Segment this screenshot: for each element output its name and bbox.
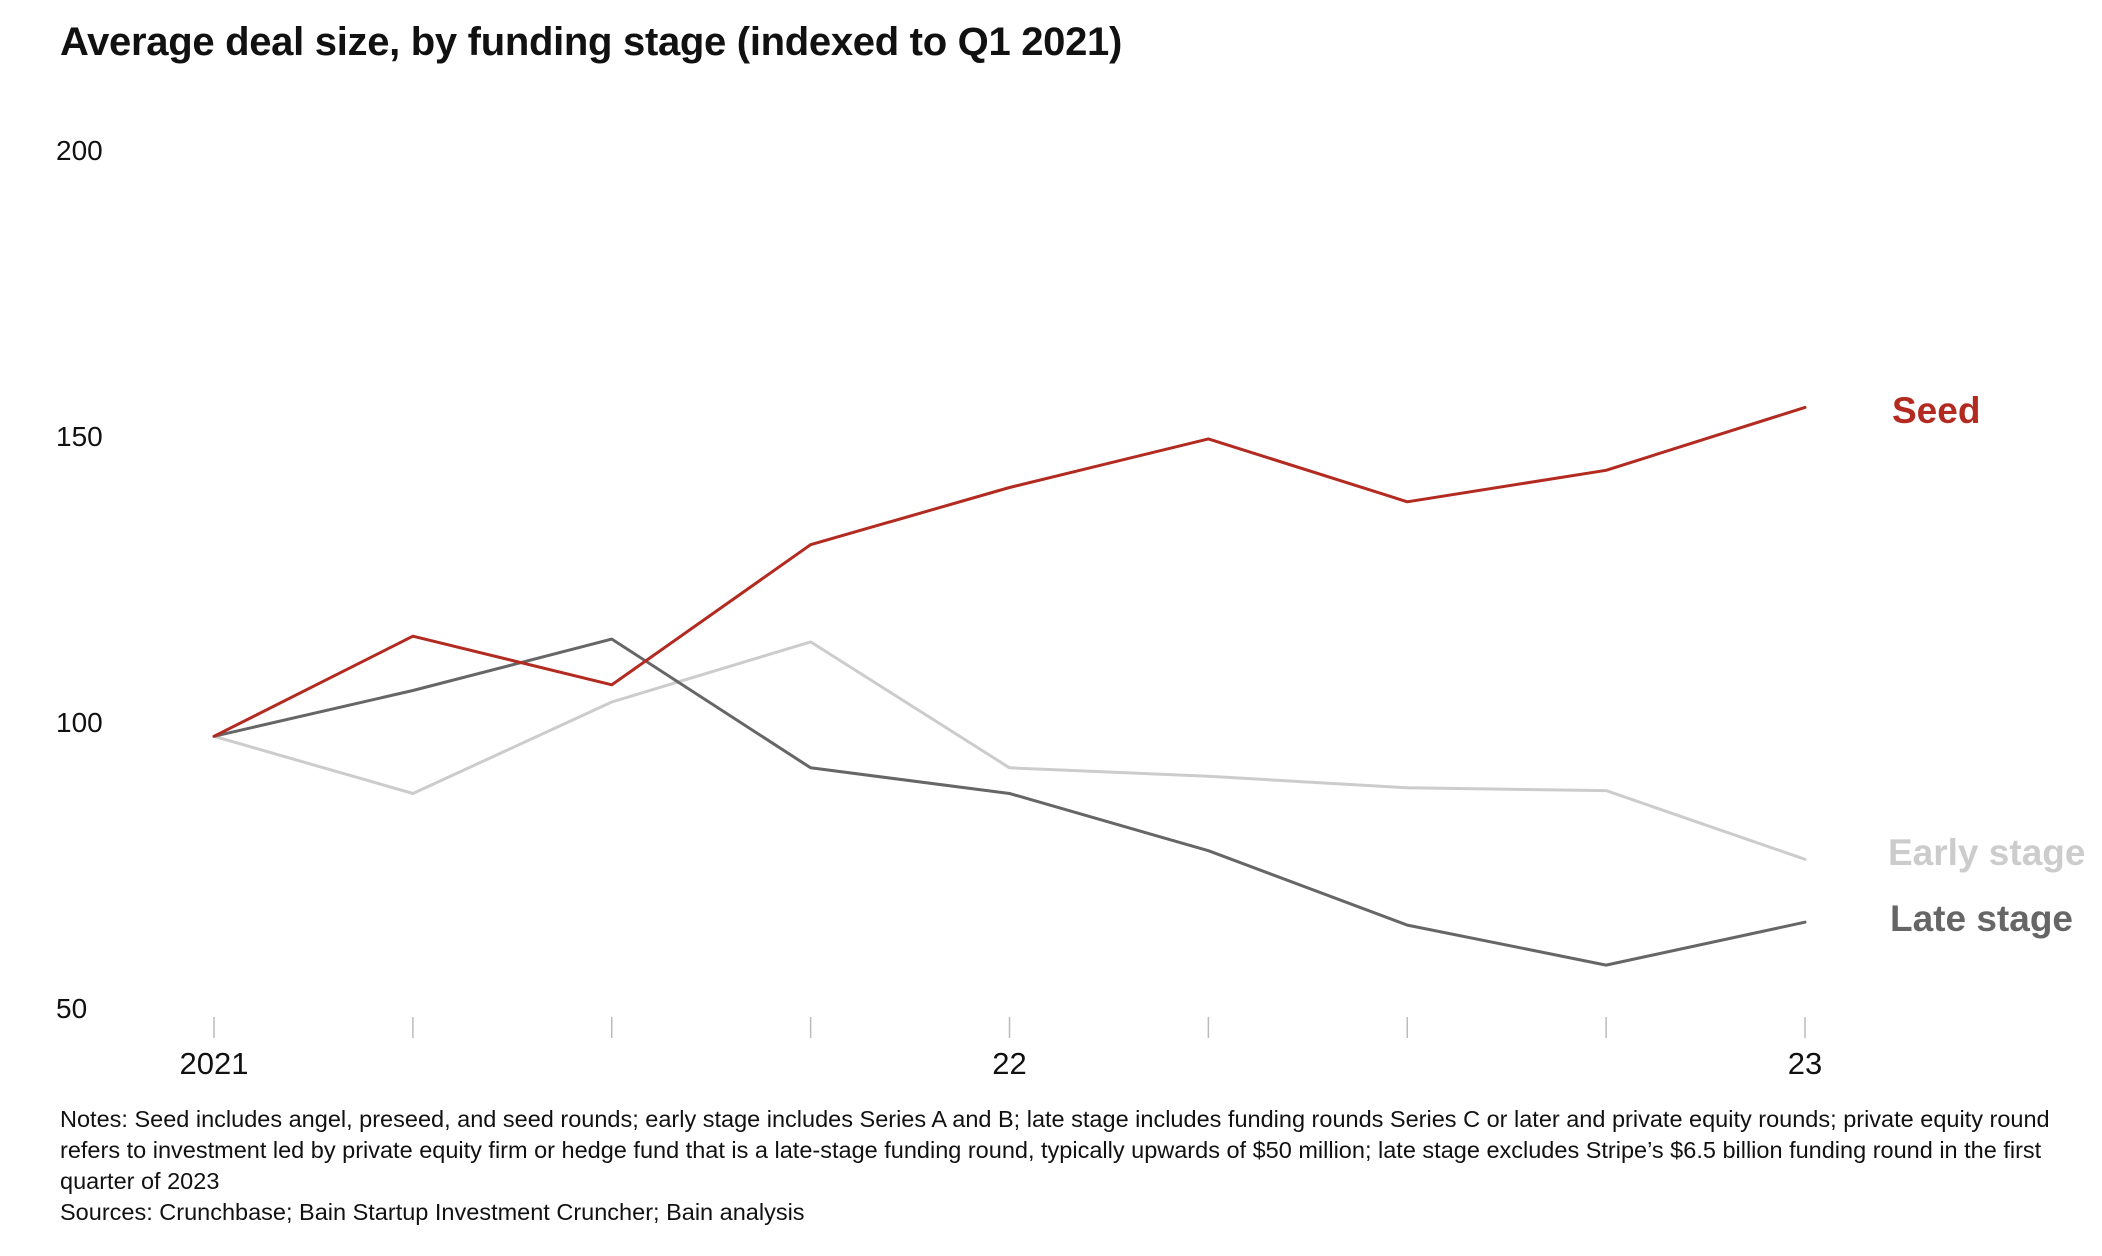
x-axis: 2021 22 23: [180, 1017, 1822, 1081]
line-chart: 50 100 150 200 2021 22 23 Seed Early stage Late…: [56, 135, 2085, 1081]
sources-text: Sources: Crunchbase; Bain Startup Invest…: [60, 1199, 805, 1225]
series-lines: [212, 405, 1807, 967]
x-tick-label: 2021: [180, 1046, 249, 1081]
series-line-late-stage: [212, 637, 1807, 967]
notes-text: Notes: Seed includes angel, preseed, and…: [60, 1106, 2050, 1194]
series-line-seed: [212, 405, 1807, 738]
chart-title: Average deal size, by funding stage (ind…: [60, 20, 1123, 64]
series-label-seed: Seed: [1892, 390, 1980, 431]
series-label-late-stage: Late stage: [1890, 898, 2073, 939]
chart-notes: Notes: Seed includes angel, preseed, and…: [60, 1104, 2050, 1228]
series-labels: Seed Early stage Late stage: [1888, 390, 2085, 939]
series-label-early-stage: Early stage: [1888, 832, 2085, 873]
y-tick-label-150: 150: [56, 421, 103, 452]
x-tick-label: 23: [1788, 1046, 1822, 1081]
y-tick-label-50: 50: [56, 993, 87, 1024]
x-tick-label: 22: [992, 1046, 1026, 1081]
y-axis: 50 100 150 200: [56, 135, 103, 1024]
y-tick-label-200: 200: [56, 135, 103, 166]
series-line-early-stage: [212, 640, 1807, 861]
y-tick-label-100: 100: [56, 707, 103, 738]
